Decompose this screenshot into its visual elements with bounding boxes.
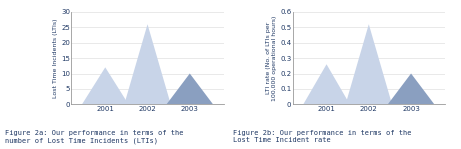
Polygon shape: [303, 64, 350, 104]
Text: Figure 2a: Our performance in terms of the
number of Lost Time Incidents (LTIs): Figure 2a: Our performance in terms of t…: [5, 130, 183, 144]
Y-axis label: Lost Time Incidents (LTIs): Lost Time Incidents (LTIs): [53, 18, 58, 98]
Polygon shape: [82, 67, 129, 104]
Text: Figure 2b: Our performance in terms of the
Lost Time Incident rate: Figure 2b: Our performance in terms of t…: [233, 130, 411, 143]
Polygon shape: [166, 73, 213, 104]
Polygon shape: [346, 24, 392, 104]
Polygon shape: [388, 73, 434, 104]
Polygon shape: [124, 24, 171, 104]
Y-axis label: LTI rate (No. of LTIs per
100,000 operational hours): LTI rate (No. of LTIs per 100,000 operat…: [266, 15, 278, 101]
